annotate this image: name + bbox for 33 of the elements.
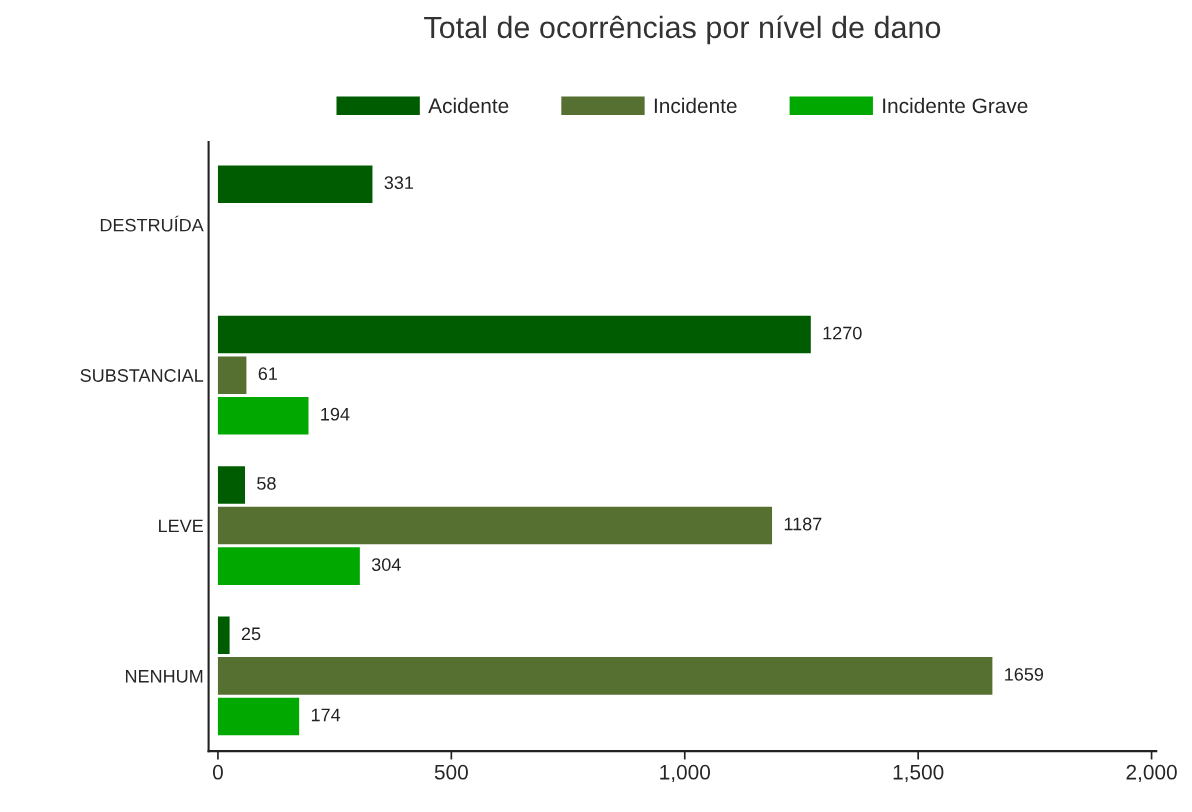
data-label: 194 — [321, 407, 350, 421]
bar — [217, 396, 309, 435]
x-tick-label: 1,500 — [893, 764, 944, 783]
legend-label: Acidente — [428, 97, 509, 114]
x-tick-label: 500 — [434, 764, 468, 780]
y-tick-label: NENHUM — [125, 670, 203, 683]
bar — [217, 165, 373, 203]
bar — [217, 697, 300, 736]
x-tick-label: 2,000 — [1126, 764, 1177, 783]
bar — [217, 547, 360, 585]
bar — [217, 657, 993, 695]
data-label: 25 — [241, 627, 261, 641]
data-label: 1187 — [784, 517, 822, 531]
y-tick-label: SUBSTANCIAL — [80, 369, 204, 382]
x-tick-label: 1,000 — [660, 764, 711, 783]
legend-label: Incidente — [654, 97, 737, 114]
data-label: 331 — [384, 176, 414, 190]
bar — [217, 506, 773, 545]
bar — [217, 616, 230, 655]
chart-title: Total de ocorrências por nível de dano — [424, 15, 941, 45]
data-label: 304 — [371, 558, 401, 571]
data-label: 58 — [257, 477, 276, 490]
data-label: 61 — [258, 367, 277, 381]
x-tick-label: 0 — [212, 764, 223, 780]
data-label: 174 — [311, 708, 341, 722]
bar — [217, 356, 247, 394]
data-label: 1659 — [1005, 667, 1044, 681]
bar — [217, 466, 246, 504]
legend-label: Incidente Grave — [883, 97, 1028, 114]
y-tick-label: LEVE — [159, 519, 203, 533]
data-label: 1270 — [823, 326, 862, 340]
bar — [217, 315, 811, 354]
y-tick-label: DESTRUÍDA — [100, 215, 204, 232]
